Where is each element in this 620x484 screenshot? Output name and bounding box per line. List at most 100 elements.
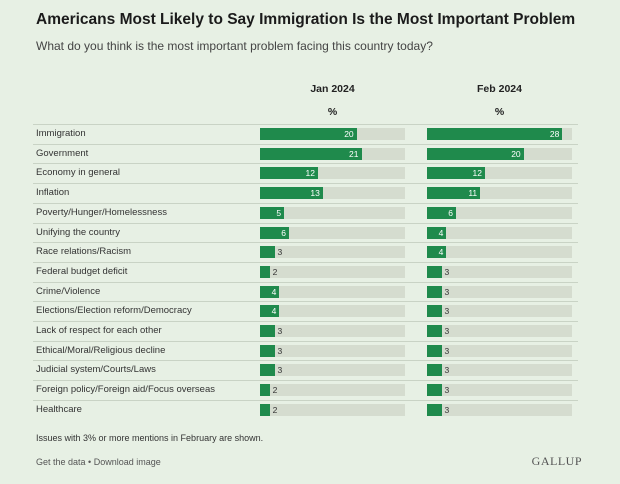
bar-value-label: 28	[549, 129, 560, 139]
bar-feb	[427, 128, 563, 140]
bar-track: 12	[260, 167, 405, 179]
bar-jan	[260, 325, 275, 337]
bar-value-label: 3	[444, 287, 450, 297]
bar-value-label: 3	[277, 247, 283, 257]
category-label: Federal budget deficit	[36, 266, 128, 277]
bar-track: 3	[260, 364, 405, 376]
bar-track: 6	[260, 227, 405, 239]
bar-value-label: 3	[444, 385, 450, 395]
bar-value-label: 3	[444, 326, 450, 336]
row-separator	[33, 282, 578, 283]
bar-value-label: 3	[277, 346, 283, 356]
bar-value-label: 2	[272, 385, 278, 395]
bar-feb	[427, 246, 447, 258]
category-label: Unifying the country	[36, 227, 120, 238]
category-label: Lack of respect for each other	[36, 325, 162, 336]
row-separator	[33, 124, 578, 125]
category-label: Healthcare	[36, 404, 82, 415]
download-image-link[interactable]: Download image	[93, 457, 161, 467]
category-label: Poverty/Hunger/Homelessness	[36, 207, 167, 218]
bar-track: 20	[260, 128, 405, 140]
bar-value-label: 2	[272, 267, 278, 277]
bar-track: 3	[427, 286, 572, 298]
bar-feb	[427, 305, 442, 317]
bar-track: 2	[260, 266, 405, 278]
chart-title: Americans Most Likely to Say Immigration…	[36, 11, 576, 28]
row-separator	[33, 341, 578, 342]
bar-value-label: 4	[438, 247, 444, 257]
row-separator	[33, 360, 578, 361]
bar-value-label: 3	[277, 326, 283, 336]
row-separator	[33, 242, 578, 243]
bar-feb	[427, 286, 442, 298]
bar-value-label: 3	[444, 405, 450, 415]
bar-jan	[260, 286, 280, 298]
get-data-link[interactable]: Get the data	[36, 457, 86, 467]
row-separator	[33, 380, 578, 381]
footer-separator: •	[85, 457, 94, 467]
column-unit-feb: %	[494, 106, 505, 118]
bar-value-label: 11	[468, 188, 478, 198]
bar-value-label: 20	[344, 129, 354, 139]
bar-track: 3	[427, 364, 572, 376]
bar-jan	[260, 404, 270, 416]
bar-value-label: 4	[438, 228, 444, 238]
column-header-jan: Jan 2024	[310, 83, 355, 95]
category-label: Foreign policy/Foreign aid/Focus oversea…	[36, 384, 216, 395]
bar-feb	[427, 364, 442, 376]
bar-value-label: 4	[271, 306, 277, 316]
bar-track: 4	[427, 227, 572, 239]
bar-jan	[260, 345, 275, 357]
bar-jan	[260, 128, 357, 140]
bar-jan	[260, 364, 275, 376]
bar-track: 2	[260, 404, 405, 416]
bar-value-label: 2	[272, 405, 278, 415]
column-header-feb: Feb 2024	[477, 83, 522, 95]
bar-value-label: 3	[444, 267, 450, 277]
bar-feb	[427, 148, 524, 160]
bar-track: 20	[427, 148, 572, 160]
footnote: Issues with 3% or more mentions in Febru…	[36, 433, 264, 443]
row-separator	[33, 163, 578, 164]
row-separator	[33, 262, 578, 263]
row-separator	[33, 203, 578, 204]
bar-jan	[260, 148, 362, 160]
bar-track: 6	[427, 207, 572, 219]
category-label: Judicial system/Courts/Laws	[36, 364, 156, 375]
bar-track: 5	[260, 207, 405, 219]
bar-jan	[260, 384, 270, 396]
category-label: Race relations/Racism	[36, 246, 132, 257]
row-separator	[33, 144, 578, 145]
bar-value-label: 3	[277, 365, 283, 375]
bar-jan	[260, 246, 275, 258]
category-label: Government	[36, 148, 89, 159]
bar-value-label: 5	[276, 208, 282, 218]
bar-feb	[427, 187, 481, 199]
row-separator	[33, 223, 578, 224]
bar-jan	[260, 266, 270, 278]
bar-jan	[260, 227, 289, 239]
bar-value-label: 4	[271, 287, 277, 297]
bar-feb	[427, 266, 442, 278]
bar-value-label: 3	[444, 365, 450, 375]
bar-track: 3	[427, 384, 572, 396]
column-unit-jan: %	[327, 106, 338, 118]
bar-feb	[427, 384, 442, 396]
gallup-logo: GALLUP	[531, 454, 582, 468]
bar-feb	[427, 325, 442, 337]
category-label: Ethical/Moral/Religious decline	[36, 345, 166, 356]
bar-feb	[427, 227, 447, 239]
bar-track: 3	[427, 266, 572, 278]
footer-links: Get the data • Download image	[36, 457, 161, 467]
bar-track: 3	[427, 345, 572, 357]
category-label: Elections/Election reform/Democracy	[36, 305, 192, 316]
bar-jan	[260, 167, 318, 179]
bar-track: 12	[427, 167, 572, 179]
bar-track: 28	[427, 128, 572, 140]
bar-jan	[260, 187, 323, 199]
bar-track: 3	[427, 404, 572, 416]
category-label: Inflation	[36, 187, 70, 198]
category-label: Immigration	[36, 128, 86, 139]
bar-value-label: 21	[349, 149, 359, 159]
bar-track: 3	[427, 325, 572, 337]
